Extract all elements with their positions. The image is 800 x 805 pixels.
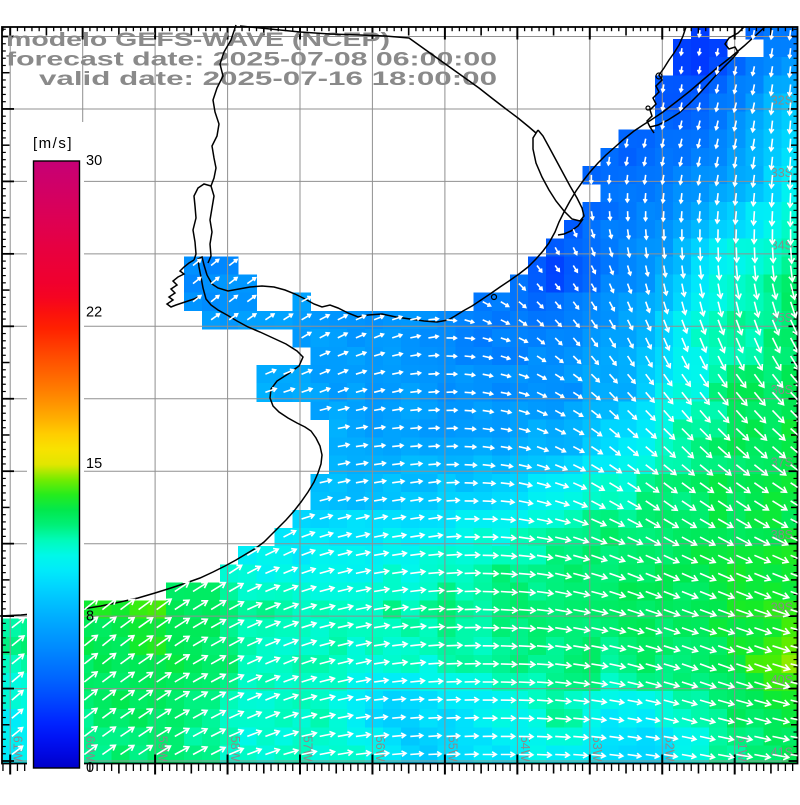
svg-text:60W: 60W [83, 736, 97, 762]
svg-text:[m/s]: [m/s] [33, 135, 73, 152]
svg-text:30: 30 [86, 153, 102, 169]
svg-text:58W: 58W [228, 736, 242, 762]
svg-text:54W: 54W [518, 736, 532, 762]
svg-text:22: 22 [86, 305, 102, 321]
svg-text:36S: 36S [771, 383, 793, 397]
svg-text:15: 15 [86, 456, 102, 472]
svg-text:55W: 55W [445, 736, 459, 762]
svg-text:61W: 61W [11, 736, 25, 762]
svg-text:0: 0 [86, 760, 94, 776]
svg-text:59W: 59W [156, 736, 170, 762]
svg-text:33S: 33S [771, 166, 793, 180]
svg-text:forecast date: 2025-07-08 06:0: forecast date: 2025-07-08 06:00:00 [6, 50, 497, 71]
svg-text:modelo GEFS-WAVE (NCEP): modelo GEFS-WAVE (NCEP) [6, 30, 390, 51]
svg-text:37S: 37S [771, 456, 793, 470]
svg-text:32S: 32S [771, 94, 793, 108]
svg-text:38S: 38S [771, 528, 793, 542]
svg-text:8: 8 [86, 609, 94, 625]
svg-text:51W: 51W [735, 736, 749, 762]
svg-text:valid date: 2025-07-16 18:00:0: valid date: 2025-07-16 18:00:00 [39, 69, 497, 90]
svg-text:56W: 56W [373, 736, 387, 762]
svg-text:57W: 57W [300, 736, 314, 762]
svg-text:34S: 34S [771, 238, 793, 252]
